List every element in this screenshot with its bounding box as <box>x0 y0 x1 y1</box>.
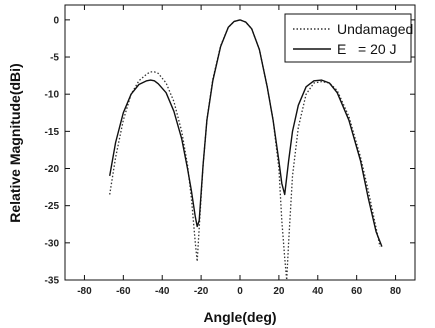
x-axis-ticks: -80 -60 -40 -20 0 20 40 60 80 <box>77 5 402 297</box>
x-tick-label: -80 <box>77 286 92 297</box>
series-layer <box>109 19 383 281</box>
y-tick-label: -15 <box>45 127 60 138</box>
y-axis-ticks: 0 -5 -10 -15 -20 -25 -30 -35 <box>45 15 415 287</box>
x-tick-label: -60 <box>116 286 131 297</box>
legend-label-energy: E = 20 J <box>337 41 397 57</box>
y-tick-label: -20 <box>45 164 60 175</box>
series-line-undamaged <box>109 19 381 281</box>
y-tick-label: -5 <box>50 53 59 64</box>
legend: Undamaged E = 20 J <box>284 13 413 63</box>
legend-label-undamaged: Undamaged <box>337 21 413 37</box>
x-tick-label: 60 <box>351 286 363 297</box>
y-tick-label: -30 <box>45 238 60 249</box>
x-tick-label: -40 <box>155 286 170 297</box>
x-tick-label: 80 <box>390 286 402 297</box>
x-tick-label: 20 <box>273 286 285 297</box>
x-tick-label: -20 <box>194 286 209 297</box>
y-tick-label: -35 <box>45 276 60 287</box>
x-tick-label: 40 <box>312 286 324 297</box>
series-line-energy-20j <box>109 19 383 247</box>
y-tick-label: -10 <box>45 90 60 101</box>
x-axis-label: Angle(deg) <box>203 309 276 325</box>
y-tick-label: 0 <box>53 15 59 26</box>
y-tick-label: -25 <box>45 201 60 212</box>
legend-box <box>284 13 412 63</box>
y-axis-label: Relative Magnitude(dBi) <box>7 63 23 222</box>
x-tick-label: 0 <box>237 286 243 297</box>
